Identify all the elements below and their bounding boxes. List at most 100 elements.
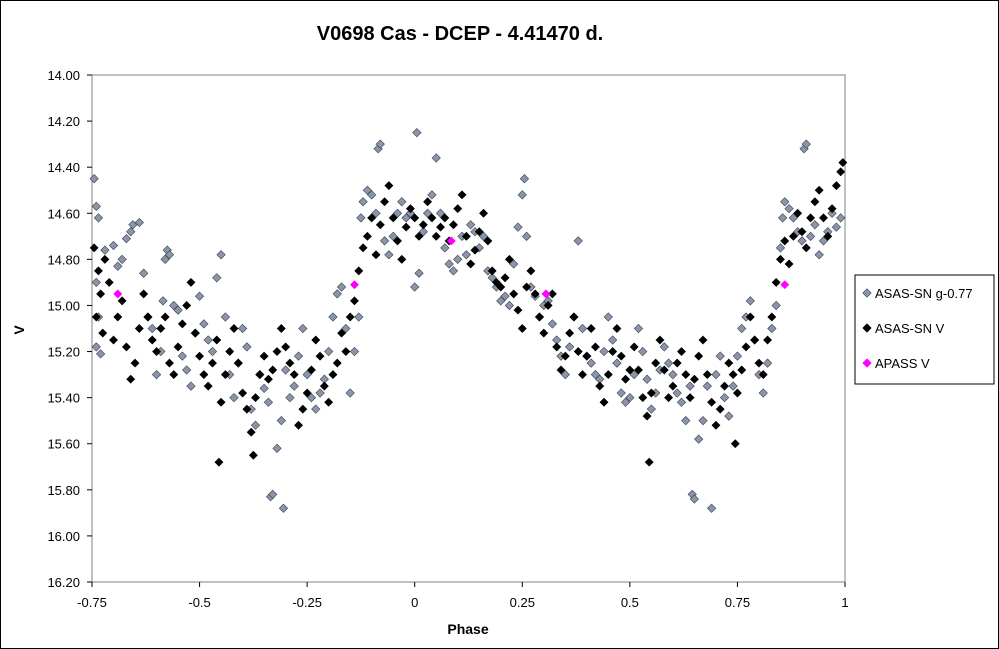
point-asas-sn-v [272,346,282,357]
point-asas-sn-g [788,213,798,223]
point-asas-sn-v [238,388,248,398]
point-asas-sn-v [337,328,347,338]
point-asas-sn-g [412,127,422,138]
point-asas-sn-v [646,388,656,398]
legend-item-apass-v: APASS V [862,356,930,371]
point-asas-sn-g [633,323,644,334]
point-asas-sn-v [487,266,497,276]
point-asas-sn-v [354,266,364,276]
legend-item-asas-sn-g: ASAS-SN g-0.77 [862,286,973,301]
point-asas-sn-g [418,227,428,237]
point-asas-sn-v [681,370,691,380]
point-asas-sn-v [638,393,648,403]
point-asas-sn-v [195,351,205,361]
point-asas-sn-v [474,227,484,237]
point-asas-sn-g [414,268,424,278]
point-asas-sn-g [113,261,123,271]
point-asas-sn-g [474,243,484,253]
point-asas-sn-v [479,208,489,218]
x-tick-label: 1 [841,595,848,610]
point-asas-sn-g [237,323,248,334]
point-asas-sn-v [771,277,781,287]
point-asas-sn-v [590,342,600,352]
point-asas-sn-g [302,369,312,380]
point-asas-sn-v [461,231,471,241]
point-asas-sn-g [496,296,506,306]
point-asas-sn-g [440,243,450,253]
point-asas-sn-g [324,346,334,357]
point-asas-sn-g [375,139,385,149]
point-asas-sn-g [612,358,622,368]
point-asas-sn-v [259,351,269,361]
point-asas-sn-g [89,174,99,184]
point-asas-sn-v [225,346,235,357]
y-tick-label: 14.00 [47,68,80,83]
point-asas-sn-v [248,450,258,460]
point-asas-sn-v [784,259,794,269]
point-asas-sn-v [470,245,480,255]
point-asas-sn-v [530,289,540,299]
legend-item-asas-sn-v: ASAS-SN V [862,321,945,336]
point-asas-sn-v [608,346,618,357]
point-asas-sn-g [293,351,304,361]
x-tick-label: 0.25 [510,595,535,610]
point-asas-sn-g [521,231,532,241]
point-asas-sn-v [642,411,652,421]
point-asas-sn-v [754,358,764,368]
point-asas-sn-g [784,204,794,214]
point-asas-sn-v [543,300,553,311]
point-asas-sn-v [810,197,820,207]
point-asas-sn-v [625,365,635,375]
point-asas-sn-v [289,370,299,380]
point-asas-sn-g [836,213,846,223]
point-asas-sn-v [513,305,523,315]
point-asas-sn-g [139,268,149,278]
point-asas-sn-g [169,300,179,311]
y-tick-label: 15.80 [47,483,80,498]
point-asas-sn-g [216,250,226,260]
point-asas-sn-g [732,351,743,361]
point-asas-sn-g [500,291,510,301]
point-asas-sn-g [367,190,377,200]
point-asas-sn-v [612,323,622,334]
point-asas-sn-v [577,370,588,380]
point-asas-sn-g [698,416,708,426]
point-asas-sn-v [466,259,476,269]
point-asas-sn-g [590,369,601,380]
point-asas-sn-v [117,296,127,306]
point-asas-sn-g [93,213,104,223]
point-asas-sn-g [797,236,807,246]
point-asas-sn-v [539,328,549,338]
series-1 [89,158,848,467]
point-asas-sn-v [263,374,273,384]
point-asas-sn-v [448,220,458,230]
point-asas-sn-v [255,370,265,380]
data-points [89,127,848,513]
point-asas-sn-v [586,323,596,334]
point-asas-sn-v [453,204,463,214]
point-asas-sn-v [603,370,613,380]
point-asas-sn-v [793,208,803,218]
chart-title: V0698 Cas - DCEP - 4.41470 d. [317,23,603,45]
point-asas-sn-g [207,346,218,357]
point-asas-sn-g [298,323,308,334]
point-asas-sn-v [341,346,351,357]
point-asas-sn-v [302,388,312,398]
point-asas-sn-v [823,231,833,241]
point-asas-sn-g [315,388,325,398]
x-tick-label: -0.25 [292,595,322,610]
point-asas-sn-g [513,222,523,232]
point-asas-sn-g [229,393,239,403]
y-tick-label: 16.20 [47,575,80,590]
point-asas-sn-g [461,250,471,260]
point-asas-sn-v [233,358,243,368]
point-asas-sn-v [388,213,398,223]
point-asas-sn-v [375,220,385,230]
point-asas-sn-g [711,369,721,380]
point-asas-sn-v [246,427,256,437]
point-asas-sn-g [616,388,626,398]
point-asas-sn-v [190,328,200,338]
legend-label: APASS V [875,356,930,371]
point-asas-sn-g [780,197,790,207]
point-asas-sn-v [324,397,334,407]
